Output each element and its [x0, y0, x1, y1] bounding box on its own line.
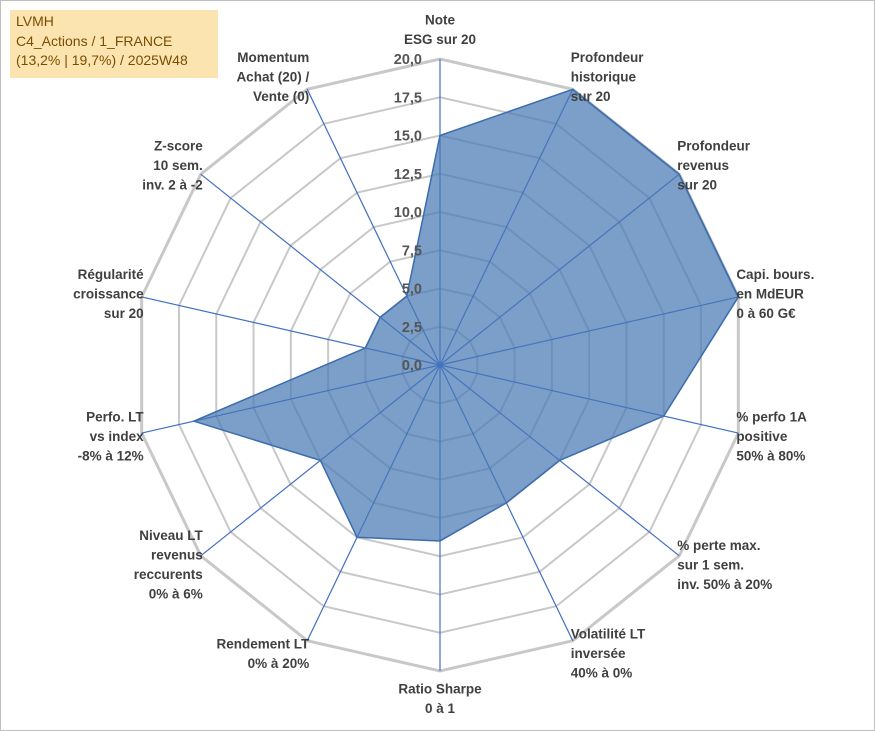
info-stats: (13,2% | 19,7%) / 2025W48 [16, 52, 188, 68]
axis-spoke-overlay [439, 173, 680, 366]
axis-label-line: Momentum [237, 50, 309, 65]
axis-spoke-overlay [141, 296, 441, 366]
axis-label-line: sur 1 sem. [677, 557, 744, 572]
axis-label-line: inv. 50% à 20% [677, 577, 772, 592]
axis-label-line: 0 à 60 G€ [736, 306, 796, 321]
axis-label-line: ESG sur 20 [404, 32, 476, 47]
info-company: LVMH [16, 13, 54, 29]
tick-label: 20,0 [394, 52, 422, 68]
tick-label: 5,0 [402, 282, 422, 298]
axis-label-line: Achat (20) / [236, 69, 309, 84]
axis-label-line: Rendement LT [216, 636, 310, 651]
axis-spoke-overlay [306, 364, 441, 641]
tick-label: 17,5 [394, 90, 422, 106]
tick-layer: 0,0 2,5 5,0 7,5 10,0 12,5 15,0 17,5 20,0 [394, 52, 422, 374]
axis-label-line: inversée [571, 646, 626, 661]
info-box: LVMH C4_Actions / 1_FRANCE (13,2% | 19,7… [10, 10, 218, 78]
tick-label: 7,5 [402, 243, 422, 259]
axis-label-line: 0% à 20% [248, 656, 310, 671]
axis-label-line: 10 sem. [153, 158, 203, 173]
series-area [191, 88, 740, 542]
axis-label-line: historique [571, 69, 637, 84]
axis-label-line: Vente (0) [253, 89, 309, 104]
axis-spoke-overlay [439, 296, 739, 366]
tick-label: 12,5 [394, 167, 422, 183]
axis-label-line: -8% à 12% [78, 448, 144, 463]
axis-label-line: Niveau LT [139, 528, 203, 543]
axis-label-line: Capi. bours. [736, 267, 814, 282]
axis-spoke-overlay [439, 364, 574, 641]
axis-label-line: sur 20 [104, 306, 144, 321]
axis-label: Perfo. LT vs index -8% à 12% [78, 409, 145, 463]
axis-label-line: sur 20 [571, 89, 611, 104]
axis-label-line: Régularité [78, 267, 145, 282]
axis-label: Profondeur historique sur 20 [571, 50, 644, 104]
axis-label-line: Perfo. LT [86, 409, 144, 424]
axis-label-line: 0% à 6% [149, 587, 203, 602]
axis-label-line: 0 à 1 [425, 701, 456, 716]
tick-label: 2,5 [402, 320, 422, 336]
axis-spoke-overlay [439, 89, 574, 366]
tick-label: 0,0 [402, 358, 422, 374]
axis-label: % perte max. sur 1 sem. inv. 50% à 20% [677, 538, 772, 592]
axis-label: Capi. bours. en MdEUR 0 à 60 G€ [736, 267, 814, 321]
axis-spoke-overlay [141, 364, 441, 434]
axis-spoke-overlay [200, 364, 441, 557]
axis-label-line: Profondeur [571, 50, 644, 65]
axis-label-line: reccurents [134, 567, 203, 582]
axis-label: Niveau LT revenus reccurents 0% à 6% [134, 528, 204, 602]
axis-label: Z-score 10 sem. inv. 2 à -2 [142, 139, 203, 193]
axis-label-line: revenus [677, 158, 729, 173]
axis-spoke-overlay [306, 89, 441, 366]
axis-label: Note ESG sur 20 [404, 13, 476, 48]
axis-label-line: en MdEUR [736, 287, 804, 302]
axis-label: Régularité croissance sur 20 [73, 267, 144, 321]
axis-label-line: Volatilité LT [571, 627, 646, 642]
axis-label-line: Note [425, 13, 455, 28]
axis-label-line: vs index [90, 429, 145, 444]
axis-label-line: positive [736, 429, 788, 444]
axis-label-line: % perfo 1A [736, 409, 807, 424]
axis-label-line: Ratio Sharpe [398, 682, 482, 697]
series-layer [141, 59, 740, 671]
axis-label-line: croissance [73, 287, 144, 302]
axis-label-line: sur 20 [677, 178, 717, 193]
axis-label: Momentum Achat (20) / Vente (0) [236, 50, 309, 104]
axis-label: Profondeur revenus sur 20 [677, 139, 750, 193]
axis-label-line: 40% à 0% [571, 666, 633, 681]
axis-label-line: % perte max. [677, 538, 760, 553]
axis-label: Ratio Sharpe 0 à 1 [398, 682, 482, 717]
axis-label-line: Z-score [154, 139, 203, 154]
axis-label: % perfo 1A positive 50% à 80% [736, 409, 807, 463]
axis-label: Rendement LT 0% à 20% [216, 636, 310, 671]
axis-label-line: 50% à 80% [736, 448, 805, 463]
tick-label: 10,0 [394, 205, 422, 221]
axis-spoke-overlay [200, 173, 441, 366]
axis-spoke-overlay [439, 364, 680, 557]
tick-label: 15,0 [394, 129, 422, 145]
axis-label: Volatilité LT inversée 40% à 0% [571, 627, 646, 681]
axis-label-line: revenus [151, 548, 203, 563]
axis-label-line: inv. 2 à -2 [142, 178, 203, 193]
axis-spoke-overlay [439, 364, 739, 434]
axis-label-line: Profondeur [677, 139, 750, 154]
label-layer: Note ESG sur 20 Profondeur historique sur 20… [73, 13, 814, 717]
info-portfolio: C4_Actions / 1_FRANCE [16, 32, 173, 49]
